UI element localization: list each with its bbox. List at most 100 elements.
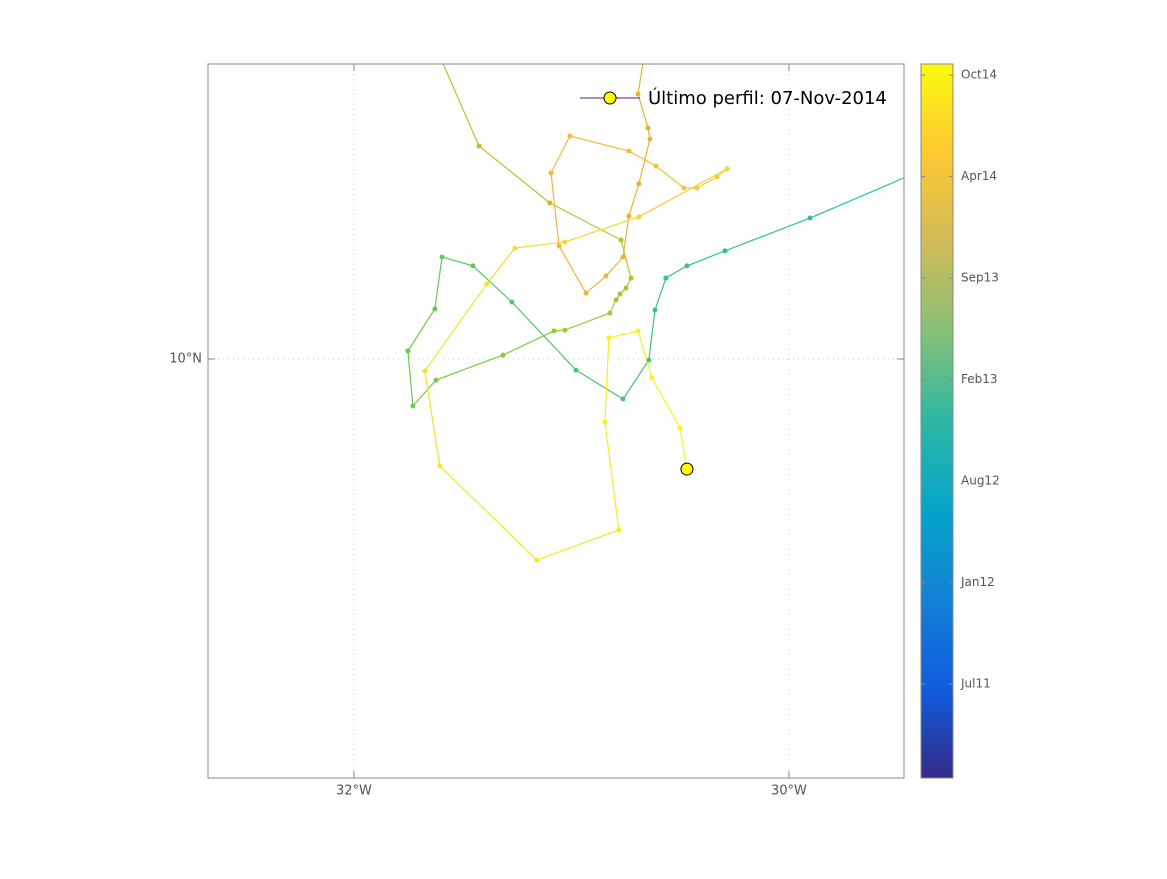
x-tick-label: 30°W (771, 784, 807, 799)
profile-point (628, 275, 634, 281)
profile-point (616, 527, 622, 533)
profile-point (684, 263, 690, 269)
track-segment (637, 93, 649, 129)
track-segment (407, 350, 414, 407)
profile-point (567, 133, 573, 139)
track-segment (439, 465, 538, 561)
profile-point (647, 136, 653, 142)
profile-point (534, 557, 540, 563)
profile-point (432, 306, 438, 312)
track-segment (724, 217, 811, 252)
profile-point (626, 148, 632, 154)
colorbar-label: Feb13 (961, 372, 998, 386)
profile-point (647, 17, 652, 22)
colorbar-label: Jul11 (960, 677, 991, 691)
colorbar-label: Apr14 (961, 169, 997, 183)
profile-point (652, 307, 658, 313)
profile-point (623, 285, 629, 291)
profile-point (551, 328, 557, 334)
profile-point (714, 174, 720, 180)
track-segment (638, 168, 728, 218)
track-segment (604, 422, 620, 531)
track-segment (569, 135, 630, 152)
track-segment (514, 241, 565, 249)
profile-point (635, 91, 641, 97)
profile-point (583, 290, 589, 296)
track-segment (412, 379, 437, 407)
profile-point (607, 310, 613, 316)
axes-box (207, 63, 905, 779)
profile-point (636, 181, 642, 187)
track-segment (637, 330, 653, 379)
track-segment (628, 183, 640, 217)
profile-point (653, 163, 659, 169)
track-segment (550, 135, 571, 174)
profile-point (677, 425, 683, 431)
profile-point (603, 273, 609, 279)
track-segment (604, 337, 610, 423)
profile-point (724, 166, 730, 172)
profile-point (433, 377, 439, 383)
colorbar-label: Aug12 (961, 474, 1000, 488)
profile-point (562, 239, 568, 245)
track-segment (564, 216, 640, 243)
track-segment (486, 247, 516, 285)
x-tick-label: 32°W (336, 784, 372, 799)
profile-point (613, 297, 619, 303)
track-segment (435, 354, 504, 381)
profile-point (649, 375, 655, 381)
profile-point (618, 237, 624, 243)
track-segment (536, 529, 620, 561)
profile-point (620, 396, 626, 402)
profile-point (437, 463, 443, 469)
profile-point (636, 214, 642, 220)
track-segment (549, 202, 622, 241)
track-segment (651, 377, 681, 429)
colorbar (920, 63, 954, 779)
legend-label: Último perfil: 07-Nov-2014 (648, 87, 887, 109)
profile-point (547, 200, 553, 206)
profile-point (635, 328, 641, 334)
track-segment (575, 369, 624, 400)
track-segment (502, 330, 555, 356)
profile-point (476, 143, 482, 149)
profile-point (500, 352, 506, 358)
profile-point (439, 254, 445, 260)
track-segment (622, 359, 650, 400)
track-segment (665, 265, 688, 279)
profile-point (512, 245, 518, 251)
colorbar-label: Oct14 (961, 68, 997, 82)
track-segment (686, 250, 726, 267)
colorbar-label: Sep13 (961, 271, 999, 285)
profile-point (410, 403, 416, 409)
track-segment (434, 256, 443, 310)
track-segment (809, 177, 904, 219)
track-segment (472, 265, 513, 303)
profile-point (562, 327, 568, 333)
track-segment (558, 245, 587, 294)
profile-point (470, 263, 476, 269)
track-segment (550, 172, 560, 246)
profile-point (626, 213, 632, 219)
profile-point (646, 357, 652, 363)
track-segment (605, 256, 624, 277)
track-segment (478, 145, 551, 204)
track-segment (424, 370, 441, 467)
profile-point (602, 419, 608, 425)
track-segment (628, 150, 657, 167)
profile-point (606, 335, 612, 341)
profile-point (573, 367, 579, 373)
plot-area (208, 17, 904, 778)
track-segment (622, 215, 630, 258)
legend-marker (603, 91, 617, 105)
track-segment (637, 64, 644, 95)
track-segment (648, 309, 656, 361)
profile-point (484, 281, 490, 287)
track-segment (424, 283, 488, 372)
last-profile (680, 462, 694, 476)
track-segment (608, 330, 639, 339)
profile-point (422, 368, 428, 374)
profile-point (722, 248, 728, 254)
legend: Último perfil: 07-Nov-2014 (580, 87, 887, 109)
profile-point (681, 185, 687, 191)
